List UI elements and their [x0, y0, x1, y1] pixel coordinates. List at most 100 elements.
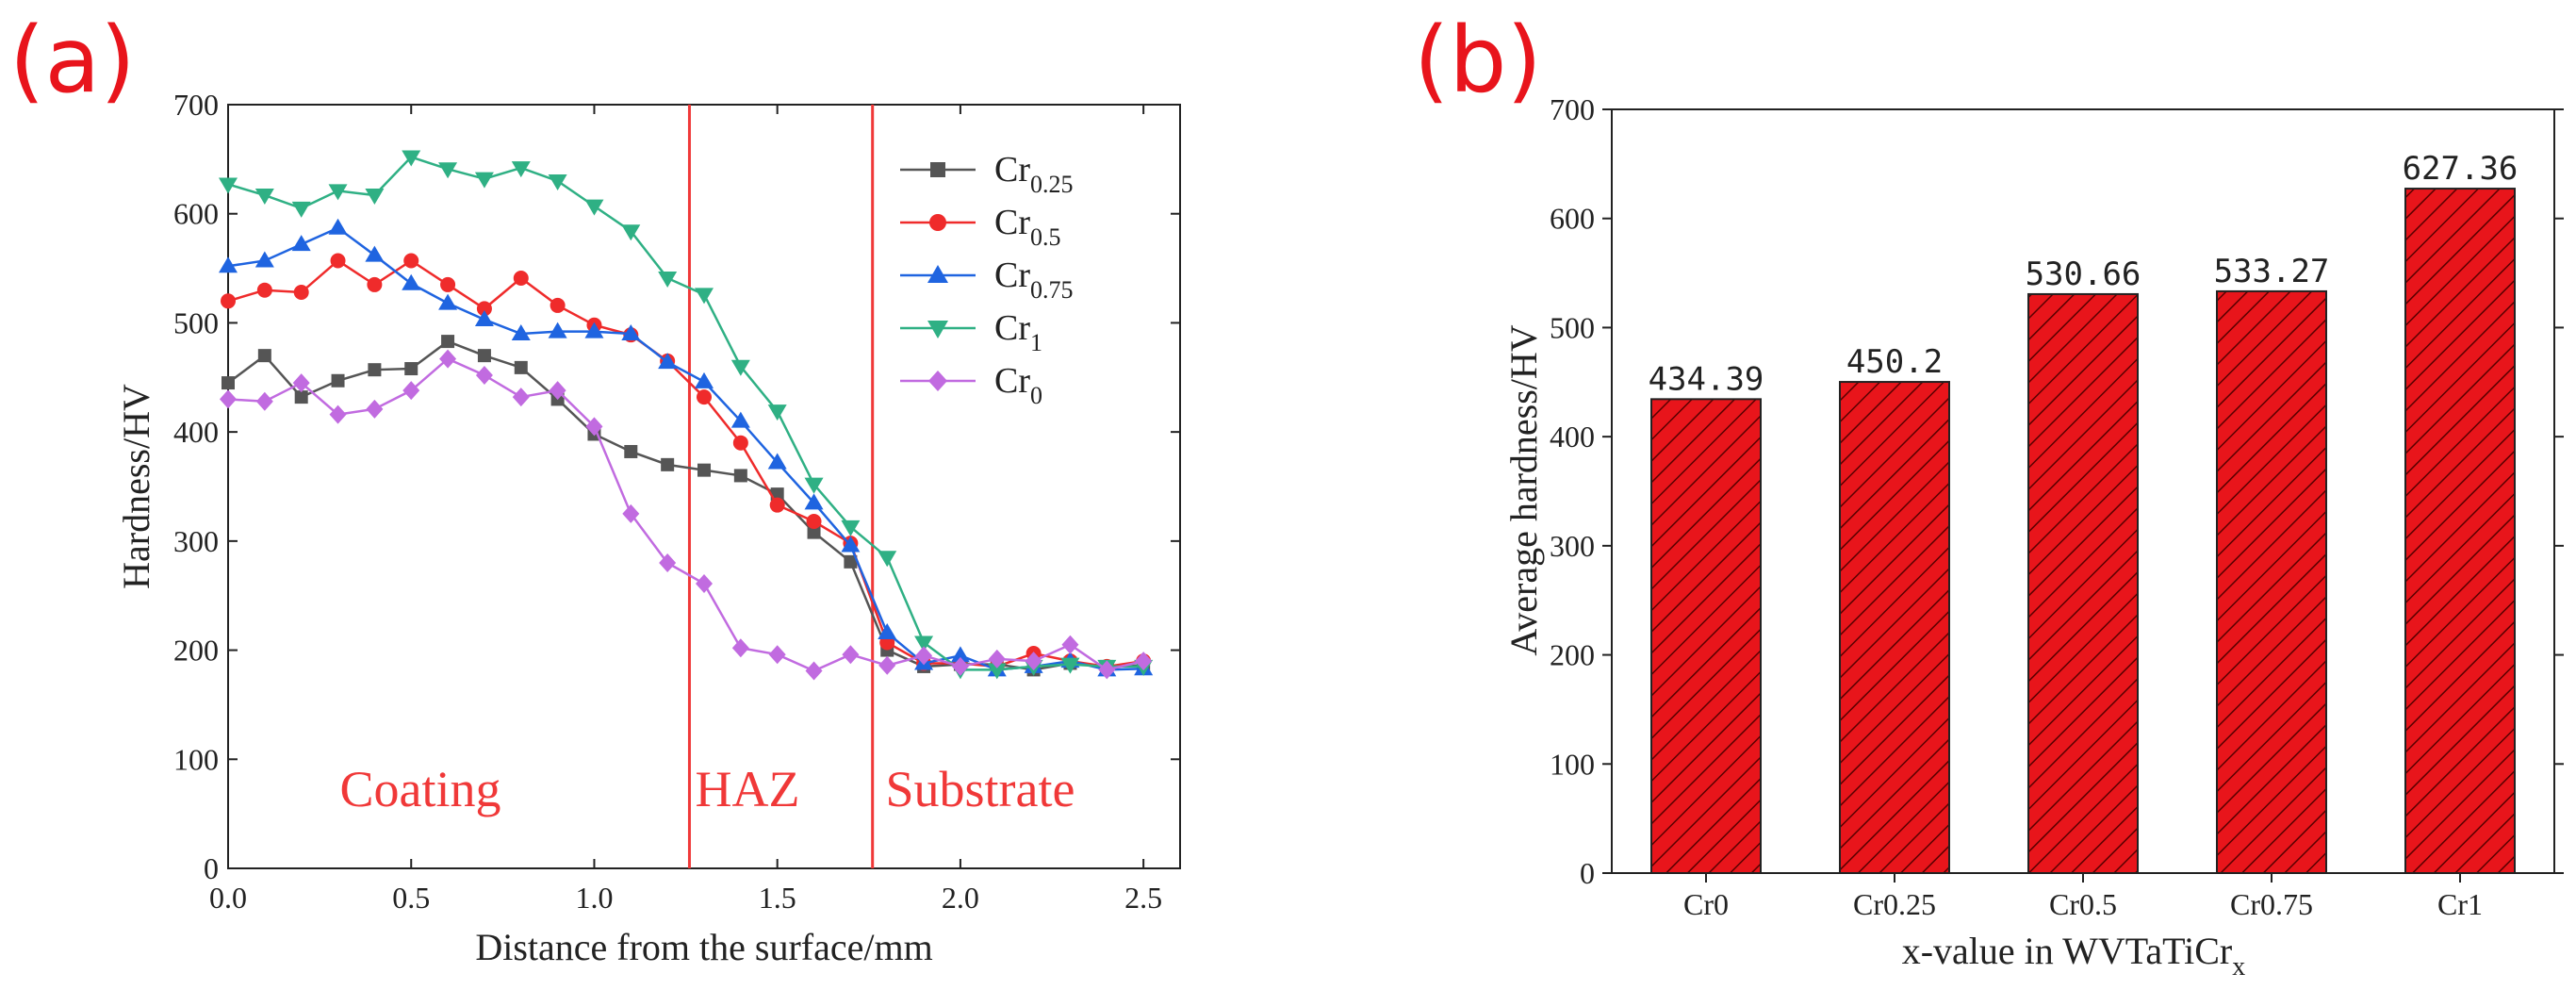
data-point [328, 184, 348, 201]
bar-cr0 [1650, 398, 1762, 874]
data-point [477, 349, 491, 363]
data-point [805, 661, 823, 681]
y-tick-label: 500 [1550, 310, 1595, 344]
data-point [222, 376, 235, 390]
data-point [220, 389, 237, 409]
data-point [878, 551, 897, 568]
data-point [221, 293, 236, 309]
bar-cr0-5 [2027, 292, 2139, 874]
data-point [293, 285, 309, 301]
series-line [227, 357, 1144, 672]
data-point [367, 276, 383, 292]
legend-marker [927, 265, 948, 283]
legend-marker [929, 214, 946, 231]
legend-item: Cr1 [900, 308, 1042, 356]
bar-cr0-25 [1839, 381, 1950, 875]
data-point [330, 253, 346, 269]
data-point [844, 554, 858, 569]
data-point [402, 381, 420, 401]
data-point [441, 335, 455, 349]
data-point [474, 172, 494, 189]
data-point [621, 324, 641, 340]
data-point [438, 293, 458, 310]
data-point [584, 322, 604, 338]
region-label-coating: Coating [340, 761, 501, 817]
data-point [331, 373, 345, 388]
bar-value-label: 450.2 [1846, 343, 1943, 381]
y-tick-label: 100 [173, 742, 219, 776]
data-point [987, 663, 1007, 680]
data-point [659, 553, 677, 572]
data-point [511, 161, 531, 178]
data-point [658, 353, 678, 370]
data-point [951, 656, 969, 676]
data-point [513, 270, 529, 286]
line-chart: 0 100 200 300 400 500 600 700 0.0 0.5 1.0 1.5 2.0 2.5… [115, 88, 1181, 968]
data-point [622, 503, 640, 523]
data-point [624, 444, 638, 458]
data-point [549, 381, 566, 401]
data-point [584, 199, 604, 216]
data-point [767, 453, 787, 470]
bar-chart: 0 100 200 300 400 500 600 700 434.39 Cr0 450.2 Cr0… [1502, 92, 2564, 982]
y-tick-label: 300 [1550, 529, 1595, 563]
data-point [585, 417, 603, 437]
data-point [1061, 635, 1079, 654]
data-point [257, 349, 271, 363]
legend-marker [928, 371, 947, 391]
data-point [254, 189, 274, 206]
y-tick-label: 400 [1550, 420, 1595, 454]
data-point [402, 150, 421, 167]
data-point [254, 251, 274, 268]
panel-label-b: (b) [1414, 8, 1542, 113]
data-point [731, 638, 749, 658]
data-point [732, 435, 748, 451]
legend-label: Cr0.25 [994, 150, 1074, 198]
x-tick-label: 1.0 [575, 881, 613, 915]
series-cr-1 [219, 150, 1154, 680]
data-point [475, 365, 493, 385]
data-point [661, 457, 675, 471]
data-point [438, 162, 458, 179]
data-point [804, 493, 824, 510]
data-point [733, 469, 747, 483]
y-tick-label: 500 [173, 305, 219, 339]
data-point [403, 253, 419, 269]
y-tick-label: 600 [1550, 202, 1595, 236]
bar-cr0-75 [2216, 289, 2327, 874]
y-tick-label: 300 [173, 524, 219, 558]
data-point [658, 271, 678, 288]
data-point [914, 635, 934, 652]
data-point [696, 573, 713, 593]
x-tick-label: Cr0.25 [1853, 887, 1936, 921]
legend-label: Cr0.75 [994, 256, 1074, 304]
data-point [365, 189, 385, 206]
data-point [474, 309, 494, 326]
data-point [512, 388, 530, 407]
data-point [841, 536, 861, 553]
x-tick-label: Cr0.5 [2049, 887, 2117, 921]
bar-value-label: 434.39 [1649, 360, 1764, 398]
data-point [404, 362, 418, 376]
bar-value-label: 533.27 [2214, 253, 2330, 290]
data-point [878, 623, 897, 640]
data-point [256, 282, 272, 298]
line-chart-x-axis-label: Distance from the surface/mm [475, 926, 932, 968]
data-point [1098, 660, 1116, 680]
x-tick-label: Cr0.75 [2230, 887, 2313, 921]
y-tick-label: 200 [173, 634, 219, 668]
data-point [988, 649, 1006, 668]
legend-item: Cr0.25 [900, 150, 1074, 198]
legend-marker [927, 321, 948, 338]
data-point [365, 245, 385, 262]
data-point [476, 301, 492, 317]
data-point [1025, 652, 1042, 671]
y-tick-label: 0 [204, 851, 219, 885]
region-label-haz: HAZ [696, 761, 800, 817]
data-point [767, 404, 787, 421]
y-tick-label: 200 [1550, 638, 1595, 672]
line-chart-plot-area [227, 104, 1181, 869]
bar-value-label: 627.36 [2403, 150, 2519, 188]
